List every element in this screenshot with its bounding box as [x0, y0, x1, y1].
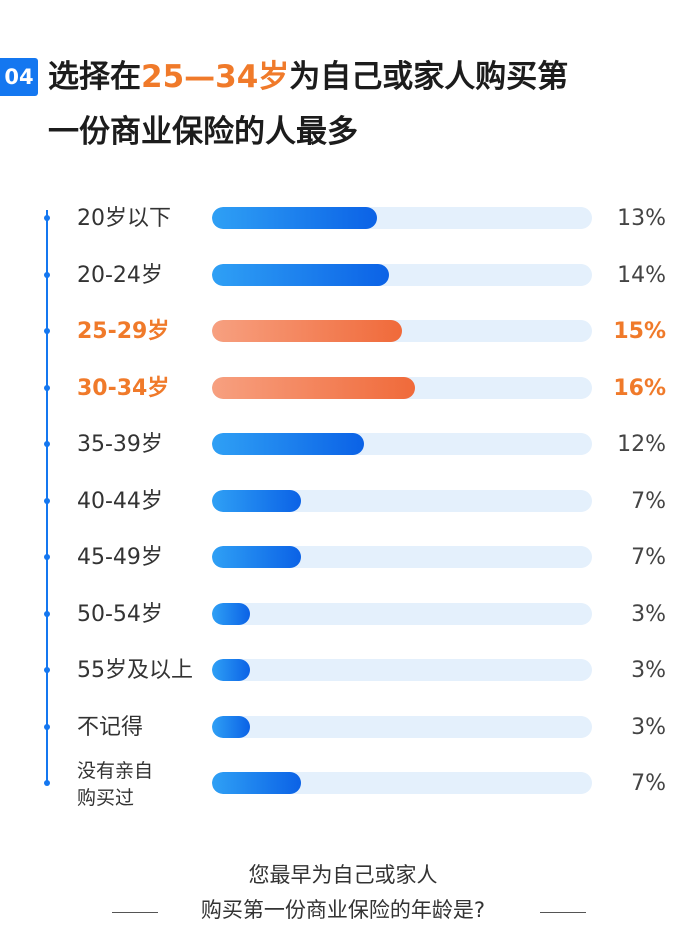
value-label: 7%: [631, 488, 666, 514]
value-label: 3%: [631, 658, 666, 683]
caption-right-rule: [540, 912, 586, 913]
bar-track: [212, 546, 592, 568]
category-label: 20-24岁: [77, 262, 163, 288]
bar: [212, 376, 415, 399]
bar: [212, 489, 301, 512]
value-label: 15%: [613, 319, 666, 344]
title-part2: 为自己或家人购买第: [289, 59, 569, 95]
bar-row: 45-49岁 7%: [0, 538, 686, 578]
bar-track: [212, 263, 592, 286]
timeline-dot: [44, 667, 50, 673]
category-label: 20岁以下: [77, 206, 171, 231]
category-label: 不记得: [77, 714, 144, 740]
bar: [212, 546, 301, 568]
bar-row: 55岁及以上 3%: [0, 651, 686, 691]
bar: [212, 207, 377, 229]
caption-line1: 您最早为自己或家人: [248, 863, 438, 887]
value-label: 12%: [617, 432, 666, 457]
bar-track: [212, 433, 592, 455]
bar-track: [212, 489, 592, 512]
bar: [212, 320, 402, 342]
timeline-dot: [44, 271, 50, 278]
timeline-dot: [44, 441, 50, 447]
timeline-dot: [44, 384, 50, 391]
timeline-dot: [44, 328, 50, 334]
category-label: 45-49岁: [77, 545, 163, 570]
timeline-dot: [44, 497, 50, 504]
bar: [212, 433, 364, 455]
section-number-badge: 04: [0, 58, 38, 96]
category-label: 50-54岁: [77, 601, 163, 627]
chart-caption: 您最早为自己或家人 购买第一份商业保险的年龄是?: [0, 858, 686, 928]
value-label: 7%: [631, 771, 666, 796]
bar-track: [212, 376, 592, 399]
category-label: 55岁及以上: [77, 658, 193, 683]
timeline-dot: [44, 610, 50, 617]
bar-row: 不记得 3%: [0, 708, 686, 748]
bar: [212, 602, 250, 625]
bar-track: [212, 320, 592, 342]
bar: [212, 263, 389, 286]
bar-row: 30-34岁 16%: [0, 369, 686, 409]
bar-track: [212, 602, 592, 625]
value-label: 7%: [631, 545, 666, 570]
bar-row: 25-29岁 15%: [0, 312, 686, 352]
bar: [212, 715, 250, 738]
timeline-dot: [44, 554, 50, 560]
timeline-line: [46, 210, 48, 782]
title-part1: 选择在: [48, 59, 141, 95]
bar-track: [212, 772, 592, 794]
category-label: 40-44岁: [77, 488, 163, 514]
bar-track: [212, 715, 592, 738]
bar-row: 35-39岁 12%: [0, 425, 686, 465]
bar: [212, 772, 301, 794]
bar-row: 40-44岁 7%: [0, 482, 686, 522]
bar-row: 20-24岁 14%: [0, 256, 686, 296]
timeline-dot: [44, 215, 50, 221]
category-label: 30-34岁: [77, 375, 170, 401]
category-label: 25-29岁: [77, 319, 170, 344]
title-line2: 一份商业保险的人最多: [48, 114, 358, 150]
timeline-dot: [44, 780, 50, 786]
bar-track: [212, 207, 592, 229]
bar-row: 没有亲自 购买过 7%: [0, 760, 686, 809]
value-label: 13%: [617, 206, 666, 231]
bar-row: 20岁以下 13%: [0, 199, 686, 239]
timeline-dot: [44, 723, 50, 730]
page-title: 选择在25—34岁为自己或家人购买第 一份商业保险的人最多: [48, 50, 678, 160]
category-label: 35-39岁: [77, 432, 163, 457]
value-label: 3%: [631, 714, 666, 740]
bar: [212, 659, 250, 681]
value-label: 16%: [613, 375, 666, 401]
title-highlight: 25—34岁: [141, 59, 290, 95]
value-label: 3%: [631, 601, 666, 627]
caption-line2: 购买第一份商业保险的年龄是?: [200, 898, 486, 922]
bar-track: [212, 659, 592, 681]
bar-row: 50-54岁 3%: [0, 595, 686, 635]
category-label: 没有亲自 购买过: [77, 760, 154, 809]
value-label: 14%: [617, 262, 666, 288]
caption-left-rule: [112, 912, 158, 913]
